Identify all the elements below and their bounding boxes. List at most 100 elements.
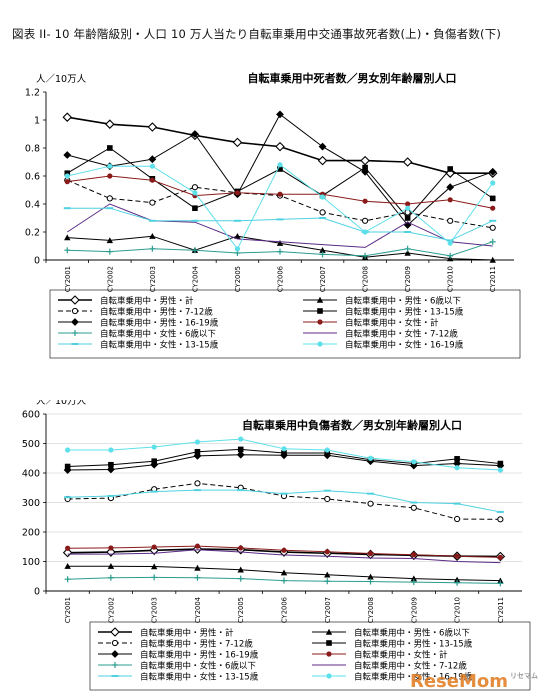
deaths-chart: 自転車乗用中死者数／男女別年齢層別人口 人／10万人 0 0.2 0.4 0.6 0.8 1 1… bbox=[25, 71, 521, 359]
legend-item: 自転車乗用中・女性・7-12歳 bbox=[312, 661, 467, 672]
data-point bbox=[151, 574, 158, 581]
y-tick-label: 0.2 bbox=[25, 228, 40, 239]
data-point bbox=[454, 553, 460, 559]
y-tick-label: 0.4 bbox=[25, 200, 40, 211]
data-point bbox=[64, 234, 71, 241]
figure-title: 図表 II- 10 年齢階級別・人口 10 万人当たり自転車乗用中交通事故死者数… bbox=[12, 27, 502, 41]
data-point bbox=[107, 574, 114, 581]
legend-item: 自転車乗用中・男性・6歳以下 bbox=[303, 296, 461, 307]
series-9 bbox=[65, 436, 503, 473]
legend-item: 自転車乗用中・女性・計 bbox=[303, 318, 439, 329]
watermark-text: ReseMom bbox=[409, 671, 508, 692]
data-point bbox=[277, 248, 283, 255]
legend-item: 自転車乗用中・男性・16-19歳 bbox=[98, 650, 259, 661]
legend-label: 自転車乗用中・女性・計 bbox=[354, 650, 448, 661]
y-tick-label: 500 bbox=[22, 439, 40, 450]
data-point bbox=[277, 166, 283, 172]
data-point bbox=[410, 579, 417, 586]
data-point bbox=[410, 575, 418, 582]
legend-marker bbox=[317, 308, 323, 314]
data-point bbox=[410, 504, 417, 511]
data-point bbox=[238, 545, 244, 551]
chart-title: 自転車乗用中死者数／男女別年齢層別人口 bbox=[248, 71, 457, 85]
data-point bbox=[107, 163, 113, 169]
legend-box bbox=[89, 621, 531, 691]
data-point bbox=[367, 455, 374, 461]
series-2 bbox=[64, 480, 504, 523]
x-tick-label: CY2010 bbox=[447, 266, 455, 292]
x-tick-label: CY2002 bbox=[106, 266, 114, 292]
legend-label: 自転車乗用中・男性・16-19歳 bbox=[100, 318, 219, 329]
data-point bbox=[319, 194, 326, 200]
data-point bbox=[405, 205, 411, 211]
data-point bbox=[191, 247, 198, 254]
data-point bbox=[105, 119, 115, 129]
legend: 自転車乗用中・男性・計 自転車乗用中・男性・6歳以下自転車乗用中・男性・7-12歳… bbox=[89, 621, 531, 691]
series-6 bbox=[64, 574, 504, 587]
y-axis-unit-label: 人／10万人 bbox=[36, 74, 87, 85]
series-1 bbox=[64, 563, 504, 584]
data-point bbox=[237, 575, 244, 582]
x-tick-label: CY2003 bbox=[151, 597, 159, 623]
data-point bbox=[149, 245, 156, 252]
data-point bbox=[488, 167, 497, 176]
legend-item: 自転車乗用中・男性・16-19歳 bbox=[58, 318, 219, 329]
data-point bbox=[106, 248, 113, 255]
data-point bbox=[362, 164, 368, 171]
data-point bbox=[360, 155, 370, 166]
y-tick-label: 1 bbox=[34, 116, 40, 127]
legend-marker bbox=[326, 651, 332, 657]
series-line bbox=[67, 147, 494, 219]
legend-label: 自転車乗用中・女性・7-12歳 bbox=[345, 329, 458, 340]
x-tick-label: CY2008 bbox=[362, 266, 370, 292]
data-point bbox=[361, 217, 369, 224]
data-point bbox=[107, 145, 113, 151]
y-tick-label: 0 bbox=[34, 256, 40, 267]
data-point bbox=[453, 576, 461, 583]
data-point bbox=[276, 110, 284, 119]
legend-marker bbox=[317, 341, 323, 347]
data-point bbox=[453, 515, 461, 523]
data-point bbox=[281, 577, 287, 584]
data-point bbox=[447, 217, 454, 224]
data-point bbox=[149, 233, 156, 239]
data-point bbox=[193, 451, 202, 460]
data-point bbox=[404, 245, 411, 252]
legend-item: 自転車乗用中・男性・6歳以下 bbox=[312, 628, 470, 639]
legend-label: 自転車乗用中・男性・計 bbox=[140, 628, 234, 639]
data-point bbox=[490, 180, 496, 186]
data-point bbox=[149, 177, 155, 183]
legend-label: 自転車乗用中・男性・7-12歳 bbox=[100, 307, 213, 318]
x-tick-label: CY2006 bbox=[277, 266, 285, 292]
data-point bbox=[150, 563, 158, 570]
legend-item: 自転車乗用中・男性・7-12歳 bbox=[98, 639, 253, 650]
data-point bbox=[497, 467, 503, 473]
data-point bbox=[234, 233, 241, 239]
data-point bbox=[194, 480, 201, 487]
data-point bbox=[362, 229, 368, 235]
x-tick-label: CY2009 bbox=[410, 597, 418, 623]
data-point bbox=[63, 466, 72, 474]
data-point bbox=[324, 447, 330, 453]
x-tick-label: CY2011 bbox=[489, 266, 497, 292]
x-tick-label: CY2001 bbox=[64, 597, 72, 623]
data-point bbox=[277, 162, 283, 168]
data-point bbox=[65, 545, 71, 551]
series-line bbox=[66, 203, 493, 248]
data-point bbox=[62, 547, 73, 558]
data-point bbox=[151, 444, 157, 450]
data-point bbox=[191, 130, 199, 138]
x-tick-label: CY2005 bbox=[234, 266, 242, 292]
data-point bbox=[64, 563, 71, 569]
series-9 bbox=[64, 162, 496, 252]
data-point bbox=[149, 163, 155, 169]
y-tick-label: 200 bbox=[22, 528, 40, 539]
series-7 bbox=[66, 203, 493, 248]
data-point bbox=[317, 155, 328, 166]
series-1 bbox=[64, 233, 496, 263]
legend-label: 自転車乗用中・女性・16-19歳 bbox=[354, 672, 473, 683]
y-tick-label: 300 bbox=[22, 498, 40, 509]
data-point bbox=[232, 137, 243, 148]
legend-label: 自転車乗用中・男性・7-12歳 bbox=[140, 639, 253, 650]
